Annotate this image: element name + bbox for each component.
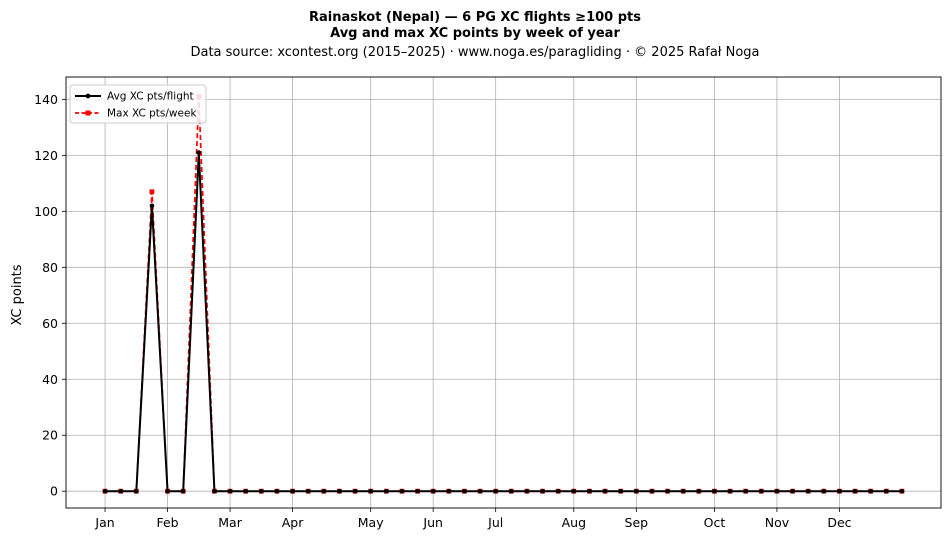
avg-series-point [618, 488, 623, 494]
avg-series-point [743, 488, 748, 494]
avg-series-point [290, 488, 295, 494]
y-axis-label: XC points [10, 264, 25, 325]
avg-series-point [118, 488, 123, 494]
avg-series-point [727, 488, 733, 494]
avg-series-point [555, 488, 561, 494]
avg-series-point [243, 488, 248, 494]
avg-series-point [134, 488, 139, 494]
avg-series-point [305, 488, 311, 494]
x-tick-label: Dec [827, 515, 851, 530]
avg-series-point [274, 488, 280, 494]
avg-series-point [477, 488, 483, 494]
x-tick-label: Feb [156, 515, 178, 530]
avg-series-point [509, 488, 514, 494]
avg-series-point [446, 488, 452, 494]
avg-series-point [774, 488, 780, 494]
avg-series-point [821, 488, 827, 494]
x-tick-label: Oct [704, 515, 726, 530]
y-tick-label: 80 [42, 260, 58, 275]
avg-series-point [415, 488, 420, 494]
legend-max-label: Max XC pts/week [107, 108, 197, 120]
avg-series-point [868, 488, 873, 494]
max-series-line [105, 95, 902, 493]
avg-series-point [430, 488, 436, 494]
y-tick-label: 20 [42, 428, 58, 443]
y-tick-label: 0 [50, 484, 58, 499]
chart-title-line1: Rainaskot (Nepal) — 6 PG XC flights ≥100… [309, 10, 641, 25]
series-layer [102, 94, 905, 494]
y-tick-label: 40 [42, 372, 58, 387]
legend: Avg XC pts/flight Max XC pts/week [69, 84, 207, 124]
avg-series-point [884, 488, 889, 494]
avg-series-point [602, 488, 608, 494]
grid-lines [66, 77, 941, 508]
avg-series-point [540, 488, 545, 494]
x-tick-label: Jun [422, 515, 443, 530]
x-tick-label: Apr [282, 515, 304, 530]
x-tick-label: Jul [487, 515, 503, 530]
avg-series-point [696, 488, 702, 494]
axes: 0 20 40 60 80 100 120 140 Jan Feb Mar Apr May Jun Jul A… [34, 76, 942, 530]
avg-series-point [899, 488, 905, 494]
avg-series-point [665, 488, 670, 494]
avg-series-point [337, 488, 342, 494]
avg-series-point [852, 488, 858, 494]
avg-series-point [149, 203, 155, 209]
avg-series-point [680, 488, 686, 494]
legend-box [69, 84, 207, 124]
y-tick-label: 60 [42, 316, 58, 331]
avg-series-point [712, 488, 717, 494]
avg-series-point [649, 488, 655, 494]
avg-series-point [227, 488, 233, 494]
avg-series-point [587, 488, 592, 494]
avg-series-point [805, 488, 811, 494]
avg-series-point [259, 488, 264, 494]
legend-max-marker [85, 110, 91, 116]
avg-series-point [790, 488, 795, 494]
x-tick-label: May [358, 515, 384, 530]
avg-series-point [212, 488, 217, 494]
max-series-point [149, 189, 155, 195]
avg-series-point [634, 488, 639, 494]
chart-title-line2: Avg and max XC points by week of year [330, 26, 620, 41]
y-tick-label: 120 [34, 148, 58, 163]
avg-series-point [165, 488, 170, 494]
avg-series-line [105, 151, 902, 493]
avg-series-point [571, 488, 577, 494]
avg-series-point [368, 488, 373, 494]
legend-avg-marker [85, 93, 91, 99]
chart-subtitle: Data source: xcontest.org (2015–2025) · … [190, 45, 759, 60]
y-tick-label: 140 [34, 92, 58, 107]
x-tick-label: Jan [94, 515, 114, 530]
avg-series-point [399, 488, 405, 494]
legend-avg-label: Avg XC pts/flight [107, 91, 194, 103]
avg-series-point [759, 488, 764, 494]
avg-series-point [180, 488, 186, 494]
x-tick-label: Mar [218, 515, 242, 530]
x-tick-label: Sep [625, 515, 649, 530]
y-tick-label: 100 [34, 204, 58, 219]
avg-series-point [524, 488, 530, 494]
avg-series-point [837, 488, 842, 494]
avg-series-point [384, 488, 389, 494]
avg-series-point [196, 150, 202, 155]
avg-series-point [102, 488, 108, 494]
x-tick-label: Aug [562, 515, 586, 530]
avg-series-point [321, 488, 327, 494]
plot-frame [65, 76, 942, 509]
avg-series-point [352, 488, 358, 494]
x-tick-label: Nov [765, 515, 790, 530]
avg-series-point [493, 488, 498, 494]
avg-series-point [462, 488, 467, 494]
